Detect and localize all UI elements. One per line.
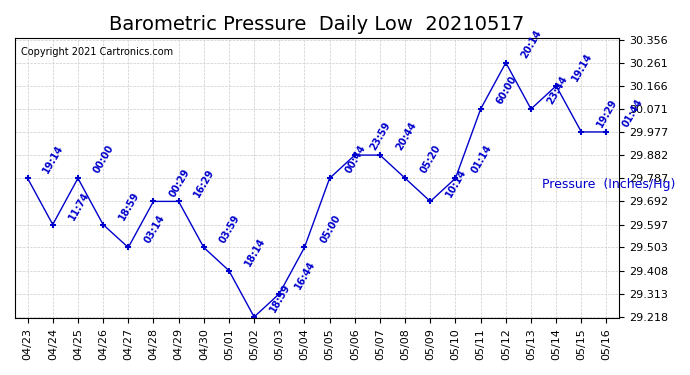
Y-axis label: Pressure  (Inches/Hg): Pressure (Inches/Hg) — [542, 178, 675, 191]
Text: 03:14: 03:14 — [142, 213, 166, 245]
Text: 05:00: 05:00 — [318, 213, 342, 245]
Text: 19:14: 19:14 — [41, 144, 66, 176]
Text: 00:29: 00:29 — [167, 167, 192, 199]
Text: 60:00: 60:00 — [495, 74, 519, 106]
Text: 18:59: 18:59 — [117, 190, 141, 222]
Text: 23:59: 23:59 — [368, 120, 393, 152]
Text: 16:29: 16:29 — [193, 167, 217, 199]
Text: 16:44: 16:44 — [293, 259, 317, 291]
Text: 01:44: 01:44 — [620, 97, 644, 129]
Text: 19:29: 19:29 — [595, 97, 620, 129]
Text: Copyright 2021 Cartronics.com: Copyright 2021 Cartronics.com — [21, 47, 173, 57]
Text: 05:20: 05:20 — [419, 144, 443, 176]
Text: 18:59: 18:59 — [268, 282, 293, 314]
Text: 19:14: 19:14 — [570, 51, 594, 83]
Text: 03:59: 03:59 — [217, 213, 241, 245]
Text: 18:14: 18:14 — [243, 236, 267, 268]
Text: 10:14: 10:14 — [444, 167, 469, 199]
Text: 00:00: 00:00 — [92, 144, 116, 176]
Title: Barometric Pressure  Daily Low  20210517: Barometric Pressure Daily Low 20210517 — [110, 15, 524, 34]
Text: 01:14: 01:14 — [469, 144, 493, 176]
Text: 00:44: 00:44 — [344, 144, 368, 176]
Text: 11:74: 11:74 — [67, 190, 91, 222]
Text: 23:44: 23:44 — [545, 74, 569, 106]
Text: 20:14: 20:14 — [520, 28, 544, 60]
Text: 20:44: 20:44 — [394, 120, 418, 152]
